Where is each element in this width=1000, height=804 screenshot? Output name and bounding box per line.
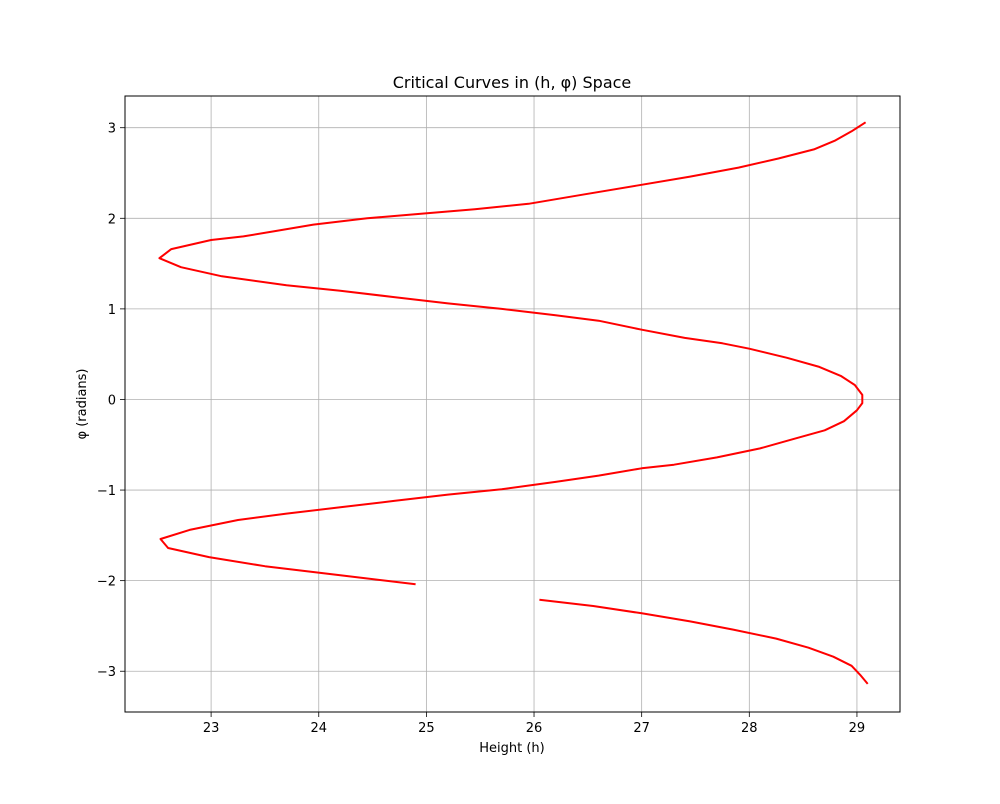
x-tick-label: 25 bbox=[418, 721, 435, 736]
y-tick-label: −3 bbox=[97, 665, 116, 680]
plot-data bbox=[158, 121, 869, 685]
chart-title: Critical Curves in (h, φ) Space bbox=[393, 73, 632, 92]
x-tick-label: 23 bbox=[203, 721, 220, 736]
critical-curve-line bbox=[539, 598, 869, 685]
grid bbox=[125, 96, 900, 712]
x-tick-label: 24 bbox=[310, 721, 327, 736]
x-tick-label: 28 bbox=[741, 721, 758, 736]
x-axis-ticks: 23 24 25 26 27 28 29 bbox=[203, 712, 865, 736]
y-tick-label: −2 bbox=[97, 575, 116, 590]
y-tick-label: 3 bbox=[108, 122, 116, 137]
y-tick-label: 1 bbox=[108, 303, 116, 318]
y-axis-label: φ (radians) bbox=[75, 368, 90, 439]
y-tick-label: 2 bbox=[108, 212, 116, 227]
x-tick-label: 26 bbox=[526, 721, 543, 736]
y-tick-label: −1 bbox=[97, 484, 116, 499]
x-tick-label: 27 bbox=[633, 721, 650, 736]
x-axis-label: Height (h) bbox=[479, 741, 545, 756]
x-tick-label: 29 bbox=[849, 721, 866, 736]
plot-frame bbox=[124, 95, 901, 713]
y-axis-ticks: 3 2 1 0 −1 −2 −3 bbox=[97, 122, 125, 680]
critical-curve-line bbox=[158, 121, 867, 586]
y-tick-label: 0 bbox=[108, 393, 116, 408]
